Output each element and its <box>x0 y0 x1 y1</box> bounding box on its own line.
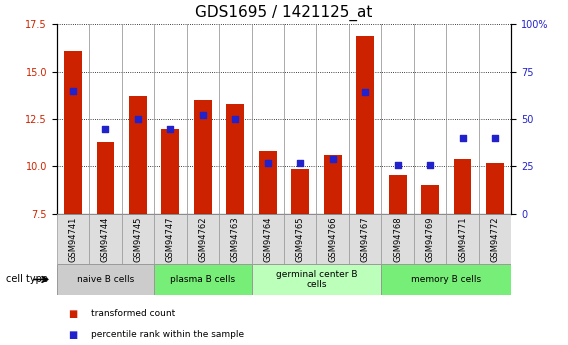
Text: GSM94769: GSM94769 <box>425 216 435 262</box>
Bar <box>187 214 219 264</box>
Text: GSM94767: GSM94767 <box>361 216 370 262</box>
Bar <box>219 214 252 264</box>
Bar <box>479 214 511 264</box>
Bar <box>194 100 212 214</box>
Text: GSM94762: GSM94762 <box>198 216 207 262</box>
Text: GSM94768: GSM94768 <box>393 216 402 262</box>
Text: ■: ■ <box>68 330 77 339</box>
Bar <box>252 264 381 295</box>
Bar <box>227 104 244 214</box>
Text: ■: ■ <box>68 309 77 319</box>
Point <box>101 126 110 131</box>
Bar <box>161 128 179 214</box>
Text: GSM94744: GSM94744 <box>101 216 110 262</box>
Bar <box>122 214 154 264</box>
Text: naive B cells: naive B cells <box>77 275 134 284</box>
Bar <box>381 264 511 295</box>
Text: GSM94741: GSM94741 <box>69 216 77 262</box>
Bar <box>316 214 349 264</box>
Bar <box>414 214 446 264</box>
Bar <box>291 169 309 214</box>
Title: GDS1695 / 1421125_at: GDS1695 / 1421125_at <box>195 5 373 21</box>
Bar <box>129 96 147 214</box>
Bar <box>97 142 114 214</box>
Bar <box>356 36 374 214</box>
Text: GSM94764: GSM94764 <box>264 216 272 262</box>
Text: GSM94747: GSM94747 <box>166 216 175 262</box>
Bar <box>389 175 407 214</box>
Point <box>361 90 370 95</box>
Text: GSM94766: GSM94766 <box>328 216 337 262</box>
Bar <box>421 186 439 214</box>
Bar <box>324 155 341 214</box>
Bar <box>349 214 381 264</box>
Bar <box>89 214 122 264</box>
Text: GSM94772: GSM94772 <box>491 216 499 262</box>
Bar <box>381 214 414 264</box>
Text: GSM94745: GSM94745 <box>133 216 143 262</box>
Text: GSM94763: GSM94763 <box>231 216 240 262</box>
Point <box>425 162 435 167</box>
Point <box>458 135 467 141</box>
Point <box>133 116 143 122</box>
Point <box>166 126 175 131</box>
Text: memory B cells: memory B cells <box>411 275 481 284</box>
Bar <box>57 214 89 264</box>
Point <box>69 88 78 93</box>
Point <box>198 112 207 118</box>
Bar <box>64 51 82 214</box>
Bar <box>154 214 187 264</box>
Bar <box>284 214 316 264</box>
Text: germinal center B
cells: germinal center B cells <box>275 270 357 289</box>
Point <box>328 156 337 161</box>
Text: plasma B cells: plasma B cells <box>170 275 235 284</box>
Bar <box>154 264 252 295</box>
Point <box>263 160 272 165</box>
Bar <box>57 264 154 295</box>
Bar <box>259 151 277 214</box>
Bar <box>454 159 471 214</box>
Point <box>490 135 499 141</box>
Bar <box>252 214 284 264</box>
Bar <box>486 163 504 214</box>
Text: percentile rank within the sample: percentile rank within the sample <box>91 330 244 339</box>
Text: cell type: cell type <box>6 275 48 284</box>
Text: transformed count: transformed count <box>91 309 175 318</box>
Text: GSM94765: GSM94765 <box>296 216 304 262</box>
Point <box>393 162 402 167</box>
Text: GSM94771: GSM94771 <box>458 216 467 262</box>
Point <box>296 160 305 165</box>
Bar <box>446 214 479 264</box>
Point <box>231 116 240 122</box>
